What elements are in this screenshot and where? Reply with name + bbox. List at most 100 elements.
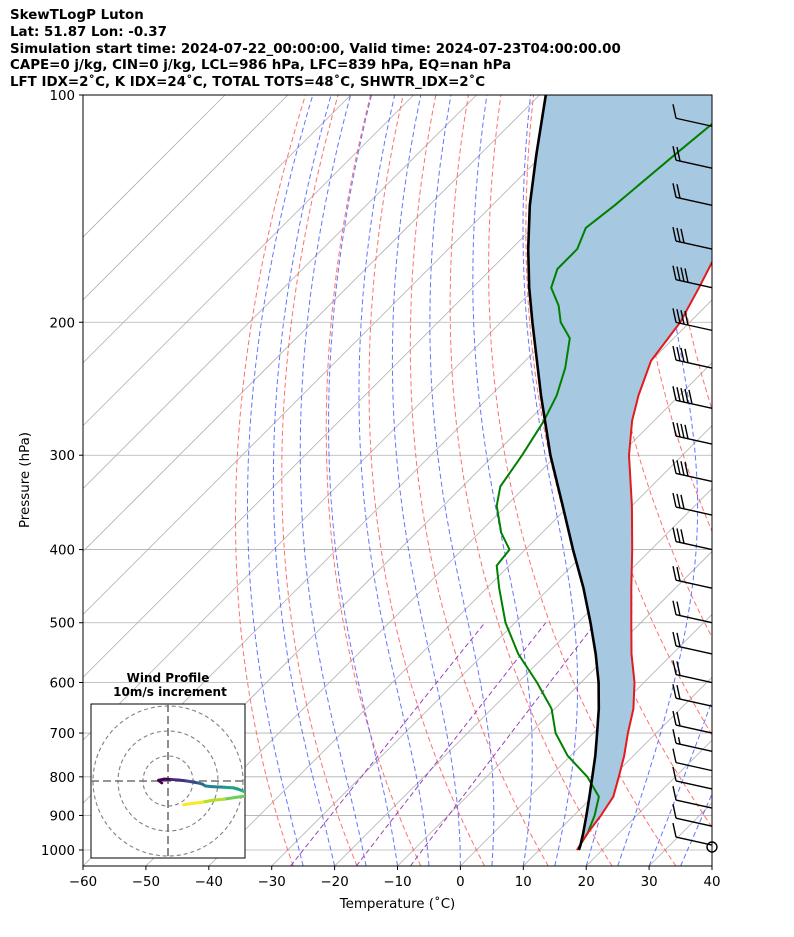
wind-barb: [672, 104, 713, 127]
isotherm: [83, 95, 603, 615]
moist-adiabat: [617, 95, 699, 866]
x-tick-label: −40: [195, 875, 223, 890]
wind-barb: [672, 766, 713, 790]
title-line-3: Simulation start time: 2024-07-22_00:00:…: [10, 41, 621, 57]
wind-barb: [672, 631, 713, 655]
dewpoint-profile: [495, 122, 712, 851]
y-tick-label: 1000: [41, 844, 75, 859]
calm-wind-circle: [706, 841, 718, 853]
dry-adiabat: [762, 95, 794, 866]
wind-barb: [672, 660, 713, 684]
x-tick-label: −20: [320, 875, 348, 890]
moist-adiabat: [391, 95, 461, 866]
y-tick-label: 700: [49, 727, 75, 742]
dry-adiabat: [488, 95, 677, 866]
dry-adiabat: [449, 95, 613, 866]
isotherm: [145, 299, 712, 866]
wind-barb: [672, 527, 713, 551]
title-line-4: CAPE=0 j/kg, CIN=0 j/kg, LCL=986 hPa, LF…: [10, 58, 512, 74]
wind-barbs: [672, 104, 718, 853]
y-tick-label: 400: [49, 544, 75, 559]
x-tick-label: −10: [383, 875, 411, 890]
y-tick-label: 300: [49, 449, 75, 464]
dry-adiabat: [281, 95, 358, 866]
wind-barb: [672, 308, 713, 332]
plot-lines: [83, 95, 794, 866]
temperature-profile: [576, 260, 712, 851]
moist-adiabat: [328, 95, 398, 866]
x-tick-label: 20: [578, 875, 595, 890]
hodograph-segment: [241, 789, 245, 794]
hodograph-segment: [222, 795, 239, 801]
wind-barb: [672, 226, 713, 250]
y-tick-label: 500: [49, 617, 75, 632]
moist-adiabat: [472, 95, 533, 866]
moist-adiabat: [429, 95, 495, 866]
chart-header: SkewTLogP Luton Lat: 51.87 Lon: -0.37 Si…: [10, 8, 621, 92]
moist-adiabat: [522, 95, 579, 866]
wind-barb: [672, 492, 713, 516]
parcel-profile: [526, 95, 601, 851]
wind-barb: [672, 785, 713, 809]
mixing-ratio-line: [290, 622, 486, 866]
y-axis-label: Pressure (hPa): [18, 432, 33, 528]
moist-adiabat: [247, 95, 314, 866]
wind-barb: [672, 729, 713, 752]
y-tick-label: 800: [49, 771, 75, 786]
title-line-1: SkewTLogP Luton: [10, 8, 144, 23]
isotherm: [334, 488, 712, 866]
isotherm: [83, 95, 540, 553]
mixing-ratio-line: [409, 622, 597, 866]
isotherm: [460, 613, 712, 866]
moist-adiabat: [358, 95, 430, 866]
isotherm: [83, 95, 414, 427]
title-line-2: Lat: 51.87 Lon: -0.37: [10, 24, 167, 40]
wind-barb: [672, 345, 713, 369]
title-line-5: LFT IDX=2˚C, K IDX=24˚C, TOTAL TOTS=48˚C…: [10, 75, 486, 91]
moist-adiabat: [648, 699, 712, 866]
isotherm: [83, 95, 289, 301]
wind-barb: [672, 710, 713, 734]
isotherm: [83, 95, 226, 238]
hodograph-segment: [222, 785, 236, 790]
dry-adiabat: [409, 95, 549, 866]
isotherm: [523, 676, 712, 866]
wind-barb: [672, 146, 713, 169]
y-tick-label: 100: [49, 89, 75, 104]
x-axis-label: Temperature (˚C): [339, 895, 456, 912]
hodograph-segment: [190, 800, 204, 805]
x-tick-label: 10: [515, 875, 532, 890]
hodograph-segment: [244, 794, 245, 798]
isotherm: [271, 425, 712, 866]
inset-title: Wind Profile: [127, 671, 210, 685]
wind-barb: [672, 804, 713, 827]
hodograph-segment: [182, 802, 194, 807]
x-tick-label: −60: [69, 875, 97, 890]
y-tick-label: 900: [49, 809, 75, 824]
dry-adiabat: [368, 95, 485, 866]
isotherm: [83, 95, 477, 490]
moist-adiabat: [299, 95, 367, 866]
dry-adiabat: [525, 95, 712, 829]
wind-barb: [672, 566, 713, 589]
cin-fill: [528, 95, 712, 847]
isotherm: [83, 95, 352, 364]
x-tick-label: 30: [641, 875, 658, 890]
y-tick-label: 200: [49, 316, 75, 331]
dry-adiabat: [729, 95, 794, 866]
wind-barb: [672, 684, 713, 707]
wind-barb: [672, 386, 713, 409]
wind-barb: [672, 183, 713, 207]
wind-barb: [672, 265, 713, 289]
axes: −60 −50 −40 −30 −20 −10 0 10 20 30 40 1000 900 800 700…: [41, 89, 721, 890]
isotherm: [711, 865, 712, 866]
inset-subtitle: 10m/s increment: [113, 685, 227, 699]
y-tick-label: 600: [49, 677, 75, 692]
wind-barb: [672, 748, 713, 772]
hodograph-segment: [210, 785, 226, 789]
dry-adiabat: [234, 95, 306, 866]
mixing-ratio-line: [355, 622, 547, 866]
x-tick-label: 0: [456, 875, 465, 890]
